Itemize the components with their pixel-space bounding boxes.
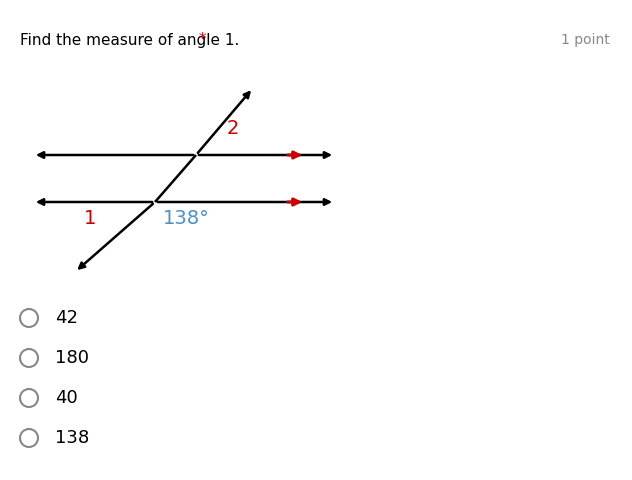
Text: 1 point: 1 point xyxy=(561,33,610,47)
Text: 2: 2 xyxy=(227,119,239,137)
Text: 42: 42 xyxy=(55,309,78,327)
Text: Find the measure of angle 1.: Find the measure of angle 1. xyxy=(20,33,240,48)
Text: *: * xyxy=(194,33,207,48)
Text: 40: 40 xyxy=(55,389,78,407)
Text: 138°: 138° xyxy=(163,208,210,228)
Text: 180: 180 xyxy=(55,349,89,367)
Text: 1: 1 xyxy=(84,208,96,228)
Text: 138: 138 xyxy=(55,429,89,447)
